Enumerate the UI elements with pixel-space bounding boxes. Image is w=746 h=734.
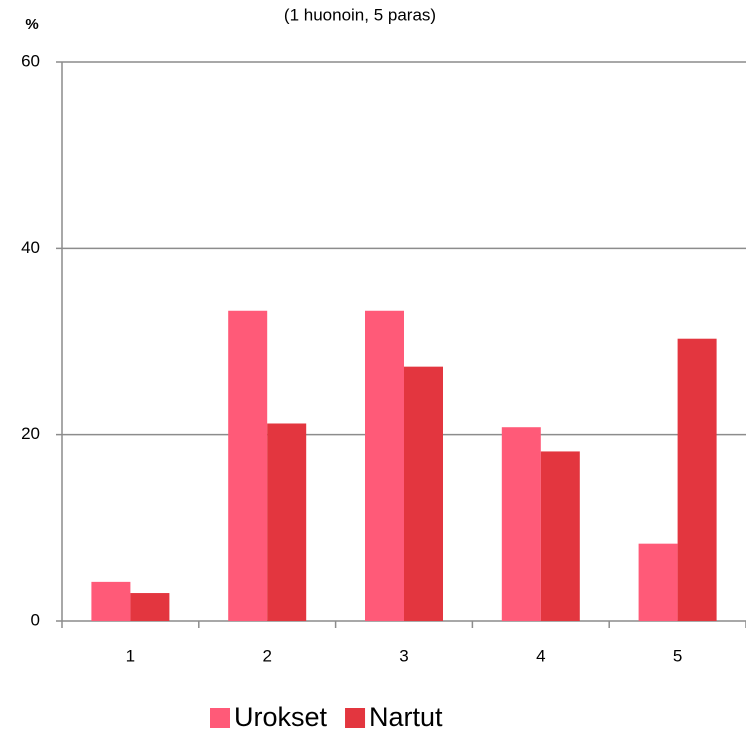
- x-tick-label: 4: [536, 646, 545, 665]
- bar: [130, 593, 170, 621]
- legend-label: Nartut: [369, 702, 443, 732]
- legend-label: Urokset: [234, 702, 328, 732]
- x-tick-label: 1: [126, 646, 135, 665]
- y-tick-label: 60: [21, 51, 40, 70]
- bar: [501, 427, 541, 621]
- y-tick-label: 20: [21, 424, 40, 443]
- legend-swatch: [345, 708, 366, 728]
- bar: [638, 543, 678, 621]
- bar: [228, 310, 268, 621]
- bar: [404, 366, 443, 621]
- legend-swatch: [210, 708, 230, 728]
- bar: [540, 451, 580, 621]
- bar: [267, 423, 307, 621]
- chart-subtitle: (1 huonoin, 5 paras): [284, 5, 436, 24]
- x-tick-label: 2: [262, 646, 271, 665]
- y-tick-label: 40: [21, 238, 40, 257]
- x-tick-label: 3: [399, 646, 408, 665]
- y-tick-label: 0: [31, 610, 40, 629]
- y-axis-label: %: [25, 16, 38, 33]
- bar: [677, 338, 717, 621]
- bar: [365, 310, 404, 621]
- bar: [91, 581, 131, 621]
- x-tick-label: 5: [673, 646, 682, 665]
